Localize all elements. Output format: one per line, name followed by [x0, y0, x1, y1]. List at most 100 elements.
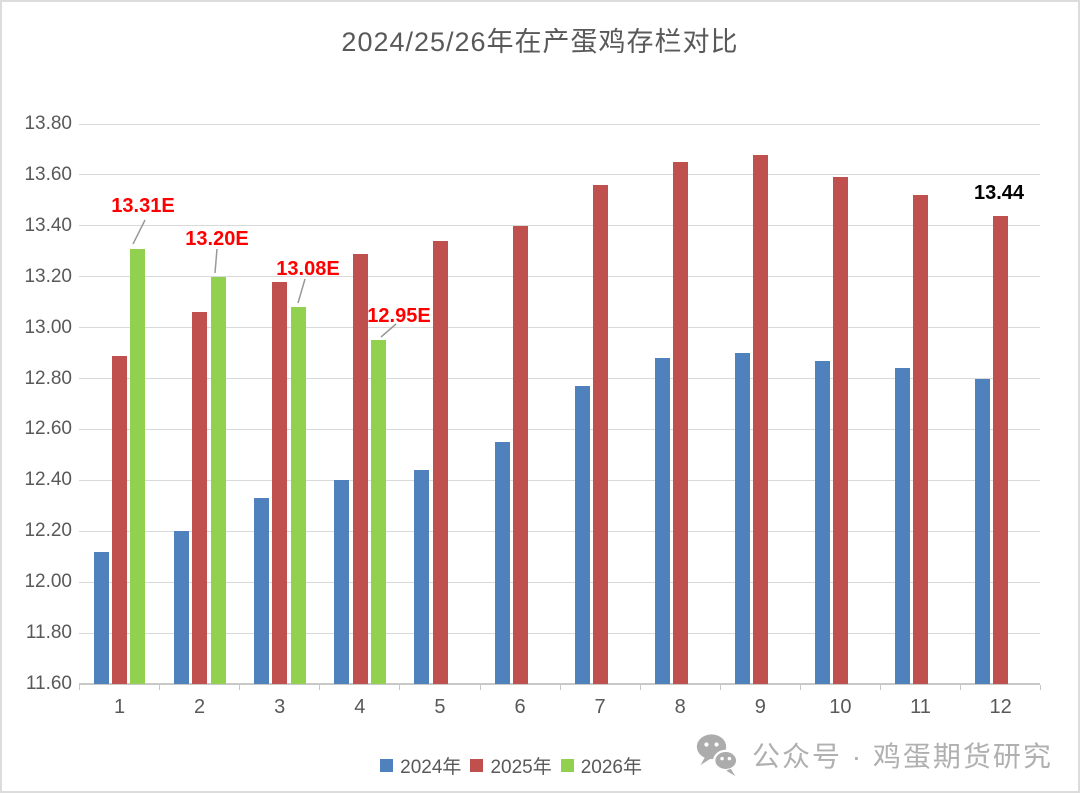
bar-2025年-month-1	[112, 355, 128, 684]
y-axis-label: 12.60	[24, 418, 72, 440]
wechat-icon	[696, 734, 739, 777]
y-axis-label: 12.80	[24, 367, 72, 389]
x-axis-tick	[880, 685, 881, 690]
x-axis-tick	[639, 685, 641, 690]
annotation-label: 12.95E	[367, 305, 431, 327]
gridline	[79, 378, 1040, 380]
x-axis-label: 12	[989, 696, 1012, 718]
bar-2025年-month-5	[432, 241, 448, 684]
x-axis-tick	[799, 685, 801, 690]
x-axis-label: 7	[594, 696, 606, 718]
y-axis-label: 13.20	[24, 265, 72, 287]
bar-2025年-month-10	[833, 177, 849, 684]
bar-2025年-month-7	[592, 185, 608, 684]
bar-2024年-month-2	[174, 531, 190, 684]
x-axis-tick	[319, 685, 321, 690]
watermark-text: 公众号 · 鸡蛋期货研究	[752, 741, 1053, 772]
bar-2024年-month-9	[734, 353, 750, 684]
x-axis-tick	[559, 685, 561, 690]
x-axis-label: 2	[194, 696, 206, 718]
gridline	[79, 327, 1040, 329]
x-axis-tick	[399, 685, 401, 690]
annotation-leader-line	[132, 219, 146, 245]
bar-2024年-month-8	[654, 358, 670, 684]
x-axis-label: 4	[354, 696, 366, 718]
bar-2025年-month-2	[192, 312, 208, 684]
annotation-label: 13.08E	[276, 258, 340, 280]
annotation-leader-line	[214, 248, 218, 274]
legend-swatch	[560, 759, 574, 772]
x-axis-tick	[159, 685, 161, 690]
gridline	[79, 174, 1040, 176]
x-axis-tick	[960, 685, 962, 690]
legend-item-2024年: 2024年	[380, 752, 461, 779]
legend-swatch	[380, 759, 394, 772]
x-axis-label: 1	[113, 696, 126, 718]
gridline	[79, 123, 1040, 125]
legend-label: 2024年	[400, 757, 462, 778]
gridline	[79, 479, 1040, 481]
annotation-label: 13.20E	[185, 228, 249, 250]
bar-2025年-month-4	[352, 253, 368, 684]
x-axis-label: 9	[754, 696, 766, 718]
x-axis-label: 5	[434, 696, 446, 718]
x-axis-label: 10	[829, 696, 852, 718]
annotation-leader-line	[297, 278, 306, 304]
bar-2025年-month-8	[672, 162, 688, 684]
bar-2024年-month-1	[94, 551, 109, 684]
x-axis-tick	[1040, 685, 1042, 690]
bar-2024年-month-5	[414, 470, 430, 684]
gridline	[79, 225, 1040, 227]
bar-2025年-month-12	[993, 215, 1009, 684]
x-axis-label: 6	[514, 696, 526, 718]
gridline	[79, 530, 1040, 532]
watermark: 公众号 · 鸡蛋期货研究	[695, 732, 1053, 778]
bar-2025年-month-11	[913, 195, 929, 684]
bar-2024年-month-11	[895, 368, 910, 684]
bar-2025年-month-3	[272, 281, 288, 684]
legend-label: 2026年	[580, 757, 642, 778]
y-axis-label: 12.40	[24, 469, 72, 491]
x-axis-tick	[719, 685, 721, 690]
bar-2024年-month-7	[574, 386, 590, 684]
bar-2024年-month-4	[334, 480, 350, 684]
y-axis-label: 11.80	[25, 622, 72, 644]
bar-2024年-month-12	[975, 378, 991, 684]
gridline	[79, 276, 1040, 278]
x-axis-label: 8	[674, 696, 686, 718]
bar-2025年-month-9	[753, 154, 768, 684]
y-axis-label: 13.00	[24, 316, 72, 338]
y-axis-label: 13.40	[24, 214, 72, 236]
x-axis-tick	[239, 685, 241, 690]
bar-2024年-month-10	[814, 360, 830, 684]
bar-2026年-month-3	[290, 307, 306, 684]
bar-2025年-month-6	[512, 225, 528, 684]
bar-2026年-month-4	[370, 340, 386, 684]
x-axis-line	[79, 683, 1040, 685]
gridline	[79, 632, 1040, 634]
legend-item-2026年: 2026年	[560, 752, 642, 779]
bar-2026年-month-1	[130, 248, 146, 684]
y-axis-label: 12.00	[24, 571, 72, 593]
bar-2024年-month-6	[494, 442, 510, 684]
gridline	[79, 428, 1040, 430]
legend-swatch	[470, 759, 484, 772]
chart-title: 2024/25/26年在产蛋鸡存栏对比	[341, 27, 739, 57]
legend-label: 2025年	[490, 757, 552, 778]
annotation-label: 13.31E	[111, 195, 175, 217]
legend-item-2025年: 2025年	[470, 752, 552, 779]
y-axis-label: 12.20	[24, 520, 72, 542]
y-axis-label: 13.60	[24, 163, 72, 185]
y-axis-label: 11.60	[25, 673, 72, 694]
bar-2024年-month-3	[254, 498, 270, 684]
gridline	[79, 581, 1040, 583]
x-axis-label: 11	[910, 696, 931, 718]
x-axis-tick	[479, 685, 481, 690]
x-axis-label: 3	[274, 696, 286, 718]
bar-2026年-month-2	[210, 276, 226, 684]
chart-legend: 2024年 2025年 2026年	[2, 752, 642, 779]
y-axis-label: 13.80	[24, 113, 72, 134]
x-axis-tick	[79, 685, 80, 690]
annotation-label: 13.44	[973, 182, 1025, 204]
